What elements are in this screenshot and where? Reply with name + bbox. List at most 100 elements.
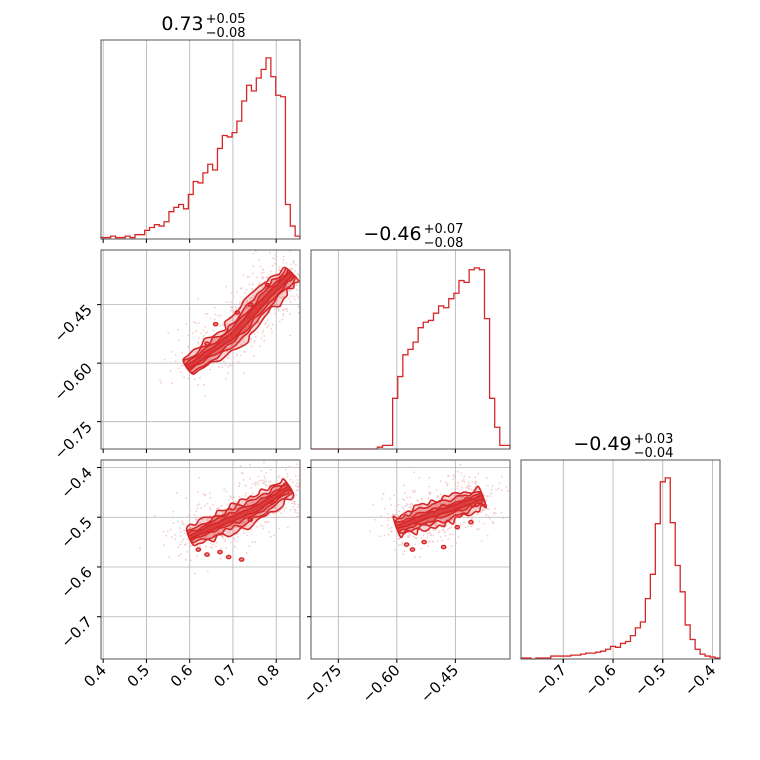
sample-point [309,272,311,274]
sample-point [288,313,291,315]
sample-point [273,506,276,509]
sample-point [250,345,253,348]
title-minus: −0.08 [206,26,246,41]
sample-point [432,529,435,532]
sample-point [320,293,322,295]
sample-point [258,345,261,347]
sample-point [239,465,242,467]
sample-point [296,463,298,466]
sample-point [181,351,183,354]
sample-point [178,527,181,530]
sample-point [197,342,199,345]
sample-point [302,286,304,288]
sample-point [498,482,501,485]
sample-point [262,277,265,280]
sample-point [453,476,455,478]
sample-point [225,347,228,350]
scatter-panel-2-1 [310,459,511,660]
sample-point [243,304,246,306]
sample-point [165,534,168,537]
sample-point [437,495,439,497]
sample-point [213,318,216,321]
sample-point [395,505,398,508]
sample-point [308,267,310,269]
sample-point [414,556,416,559]
sample-point [262,268,265,271]
sample-point [218,531,220,533]
sample-point [251,289,254,292]
sample-point [230,292,233,294]
sample-point [412,489,414,492]
sample-point [280,293,283,295]
sample-point [254,339,256,342]
y-tick-label: −0.7 [57,613,95,651]
sample-point [387,524,389,527]
sample-point [286,473,289,475]
sample-point [292,262,295,264]
sample-point [208,358,211,361]
sample-point [295,494,298,496]
sample-point [234,529,237,532]
sample-point [463,481,466,483]
sample-point [403,550,406,552]
sample-point [187,538,189,541]
sample-point [222,511,225,514]
sample-point [388,527,390,530]
sample-point [198,545,201,548]
sample-point [236,540,239,543]
sample-point [171,351,173,353]
sample-point [447,538,450,540]
sample-point [277,307,280,310]
sample-point [275,329,277,331]
sample-point [412,491,415,494]
contour-island [195,547,202,552]
sample-point [408,506,411,509]
sample-point [454,523,457,525]
x-tick-label: 0.8 [253,661,283,691]
sample-point [240,343,243,346]
sample-point [248,464,251,466]
sample-point [277,527,280,530]
sample-point [224,364,227,366]
sample-point [307,265,309,267]
sample-point [248,296,251,299]
sample-point [408,536,411,539]
sample-point [263,335,266,337]
sample-point [254,482,257,485]
sample-point [250,528,253,531]
sample-point [199,332,202,335]
panel-content [369,463,509,559]
sample-point [395,508,398,511]
sample-point [216,359,218,361]
sample-point [301,323,303,325]
sample-point [258,259,261,262]
sample-point [180,364,183,367]
sample-point [256,276,258,279]
sample-point [220,535,223,537]
sample-point [261,275,264,278]
sample-point [384,507,386,510]
x-tick-label: 0.5 [124,661,154,691]
sample-point [209,368,212,371]
sample-point [268,514,271,517]
sample-point [179,371,182,373]
sample-point [401,541,404,544]
sample-point [320,303,322,305]
sample-point [296,479,299,481]
sample-point [256,525,258,528]
sample-point [391,513,394,516]
sample-point [294,264,297,266]
sample-point [234,305,237,308]
sample-point [454,494,456,497]
sample-point [198,337,200,339]
sample-point [451,519,454,521]
sample-point [182,523,185,526]
sample-point [453,489,456,491]
sample-point [280,512,283,515]
sample-point [195,330,198,333]
sample-point [500,475,503,478]
sample-point [460,472,462,474]
sample-point [267,324,270,327]
sample-point [314,499,316,501]
sample-point [282,312,285,315]
